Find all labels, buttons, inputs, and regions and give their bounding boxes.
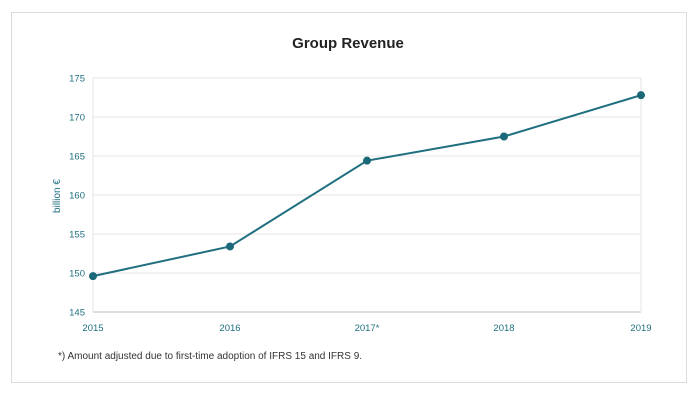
data-point[interactable] [363, 156, 371, 165]
x-tick-label: 2017* [355, 323, 380, 334]
series-line [92, 94, 642, 278]
y-tick-label: 145 [69, 308, 85, 319]
x-tick-label: 2018 [493, 323, 514, 334]
x-axis-ticks: 2015 2016 2017* 2018 2019 [82, 323, 651, 334]
series-layer [89, 91, 645, 281]
x-tick-label: 2016 [219, 323, 240, 334]
y-tick-label: 155 [69, 230, 85, 241]
y-axis-ticks: 145 150 155 160 165 170 175 [69, 74, 85, 319]
data-point[interactable] [226, 242, 234, 251]
y-tick-label: 175 [69, 74, 85, 85]
footnote: *) Amount adjusted due to first-time ado… [58, 351, 363, 362]
y-tick-label: 150 [69, 269, 85, 280]
chart-title: Group Revenue [292, 35, 404, 52]
gridlines [92, 77, 642, 313]
data-point[interactable] [500, 132, 508, 141]
data-point[interactable] [89, 272, 97, 281]
chart-card [11, 12, 687, 383]
y-tick-label: 165 [69, 152, 85, 163]
y-tick-label: 170 [69, 113, 85, 124]
data-point[interactable] [637, 91, 645, 100]
y-tick-label: 160 [69, 191, 85, 202]
x-tick-label: 2019 [630, 323, 651, 334]
x-tick-label: 2015 [82, 323, 103, 334]
y-axis-label: billion € [52, 179, 63, 213]
